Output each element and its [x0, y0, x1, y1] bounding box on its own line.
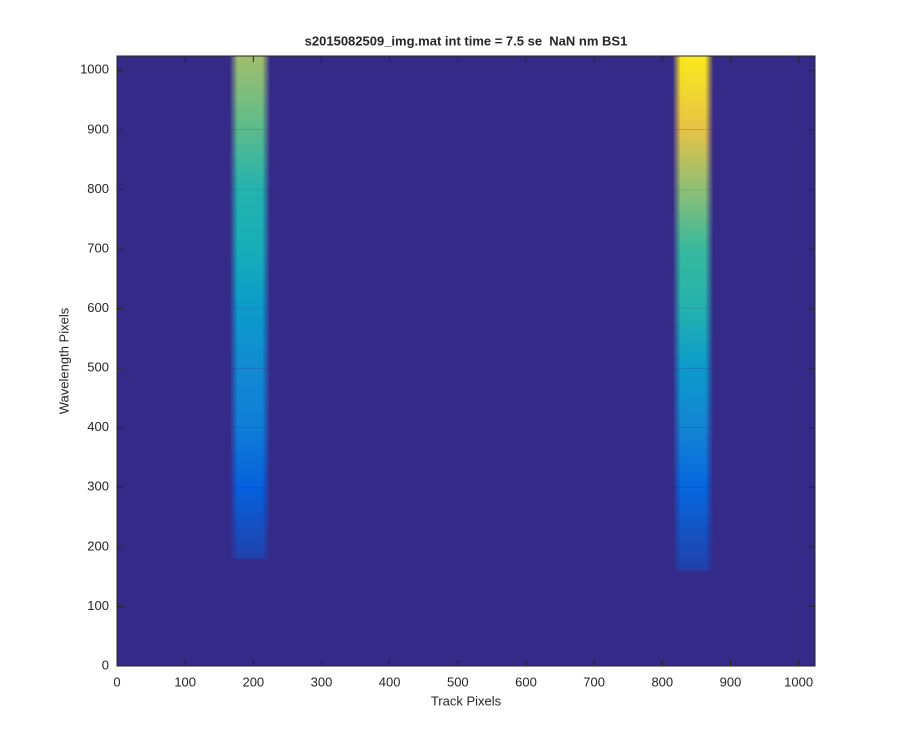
track-segment [672, 427, 714, 488]
axes-box [116, 55, 816, 667]
x-tick-label: 300 [311, 674, 333, 689]
track-segment [229, 308, 271, 369]
track-segment [229, 56, 271, 130]
x-tick-label: 200 [242, 674, 264, 689]
y-tick-label: 700 [87, 240, 109, 255]
track-segment [672, 487, 714, 571]
x-tick-label: 0 [113, 674, 120, 689]
y-tick-label: 1000 [80, 62, 109, 77]
track [672, 56, 714, 571]
x-tick-label: 900 [720, 674, 742, 689]
track [229, 56, 271, 559]
track-segment [672, 189, 714, 250]
y-tick-label: 900 [87, 121, 109, 136]
y-tick-label: 600 [87, 300, 109, 315]
x-tick-label: 700 [583, 674, 605, 689]
y-tick-label: 800 [87, 181, 109, 196]
y-tick-label: 400 [87, 419, 109, 434]
x-tick-label: 600 [515, 674, 537, 689]
track-segment [672, 56, 714, 130]
x-axis-label: Track Pixels [431, 693, 502, 708]
x-tick-label: 1000 [784, 674, 813, 689]
track-segment [229, 189, 271, 250]
track-segment [229, 368, 271, 428]
track-segment [229, 487, 271, 559]
y-tick-label: 200 [87, 538, 109, 553]
y-tick-label: 300 [87, 479, 109, 494]
track-segment [229, 249, 271, 309]
track-segment [672, 368, 714, 428]
y-tick-label: 100 [87, 598, 109, 613]
y-tick-label: 500 [87, 360, 109, 375]
x-tick-label: 100 [174, 674, 196, 689]
track-segment [672, 129, 714, 190]
track-segment [229, 427, 271, 488]
y-axis-label: Wavelength Pixels [56, 307, 71, 414]
track-segment [672, 249, 714, 309]
y-tick-label: 0 [102, 657, 109, 672]
x-tick-label: 800 [651, 674, 673, 689]
chart-title: s2015082509_img.mat int time = 7.5 se Na… [305, 33, 628, 48]
x-tick-label: 400 [379, 674, 401, 689]
x-tick-label: 500 [447, 674, 469, 689]
track-segment [229, 129, 271, 190]
track-segment [672, 308, 714, 369]
